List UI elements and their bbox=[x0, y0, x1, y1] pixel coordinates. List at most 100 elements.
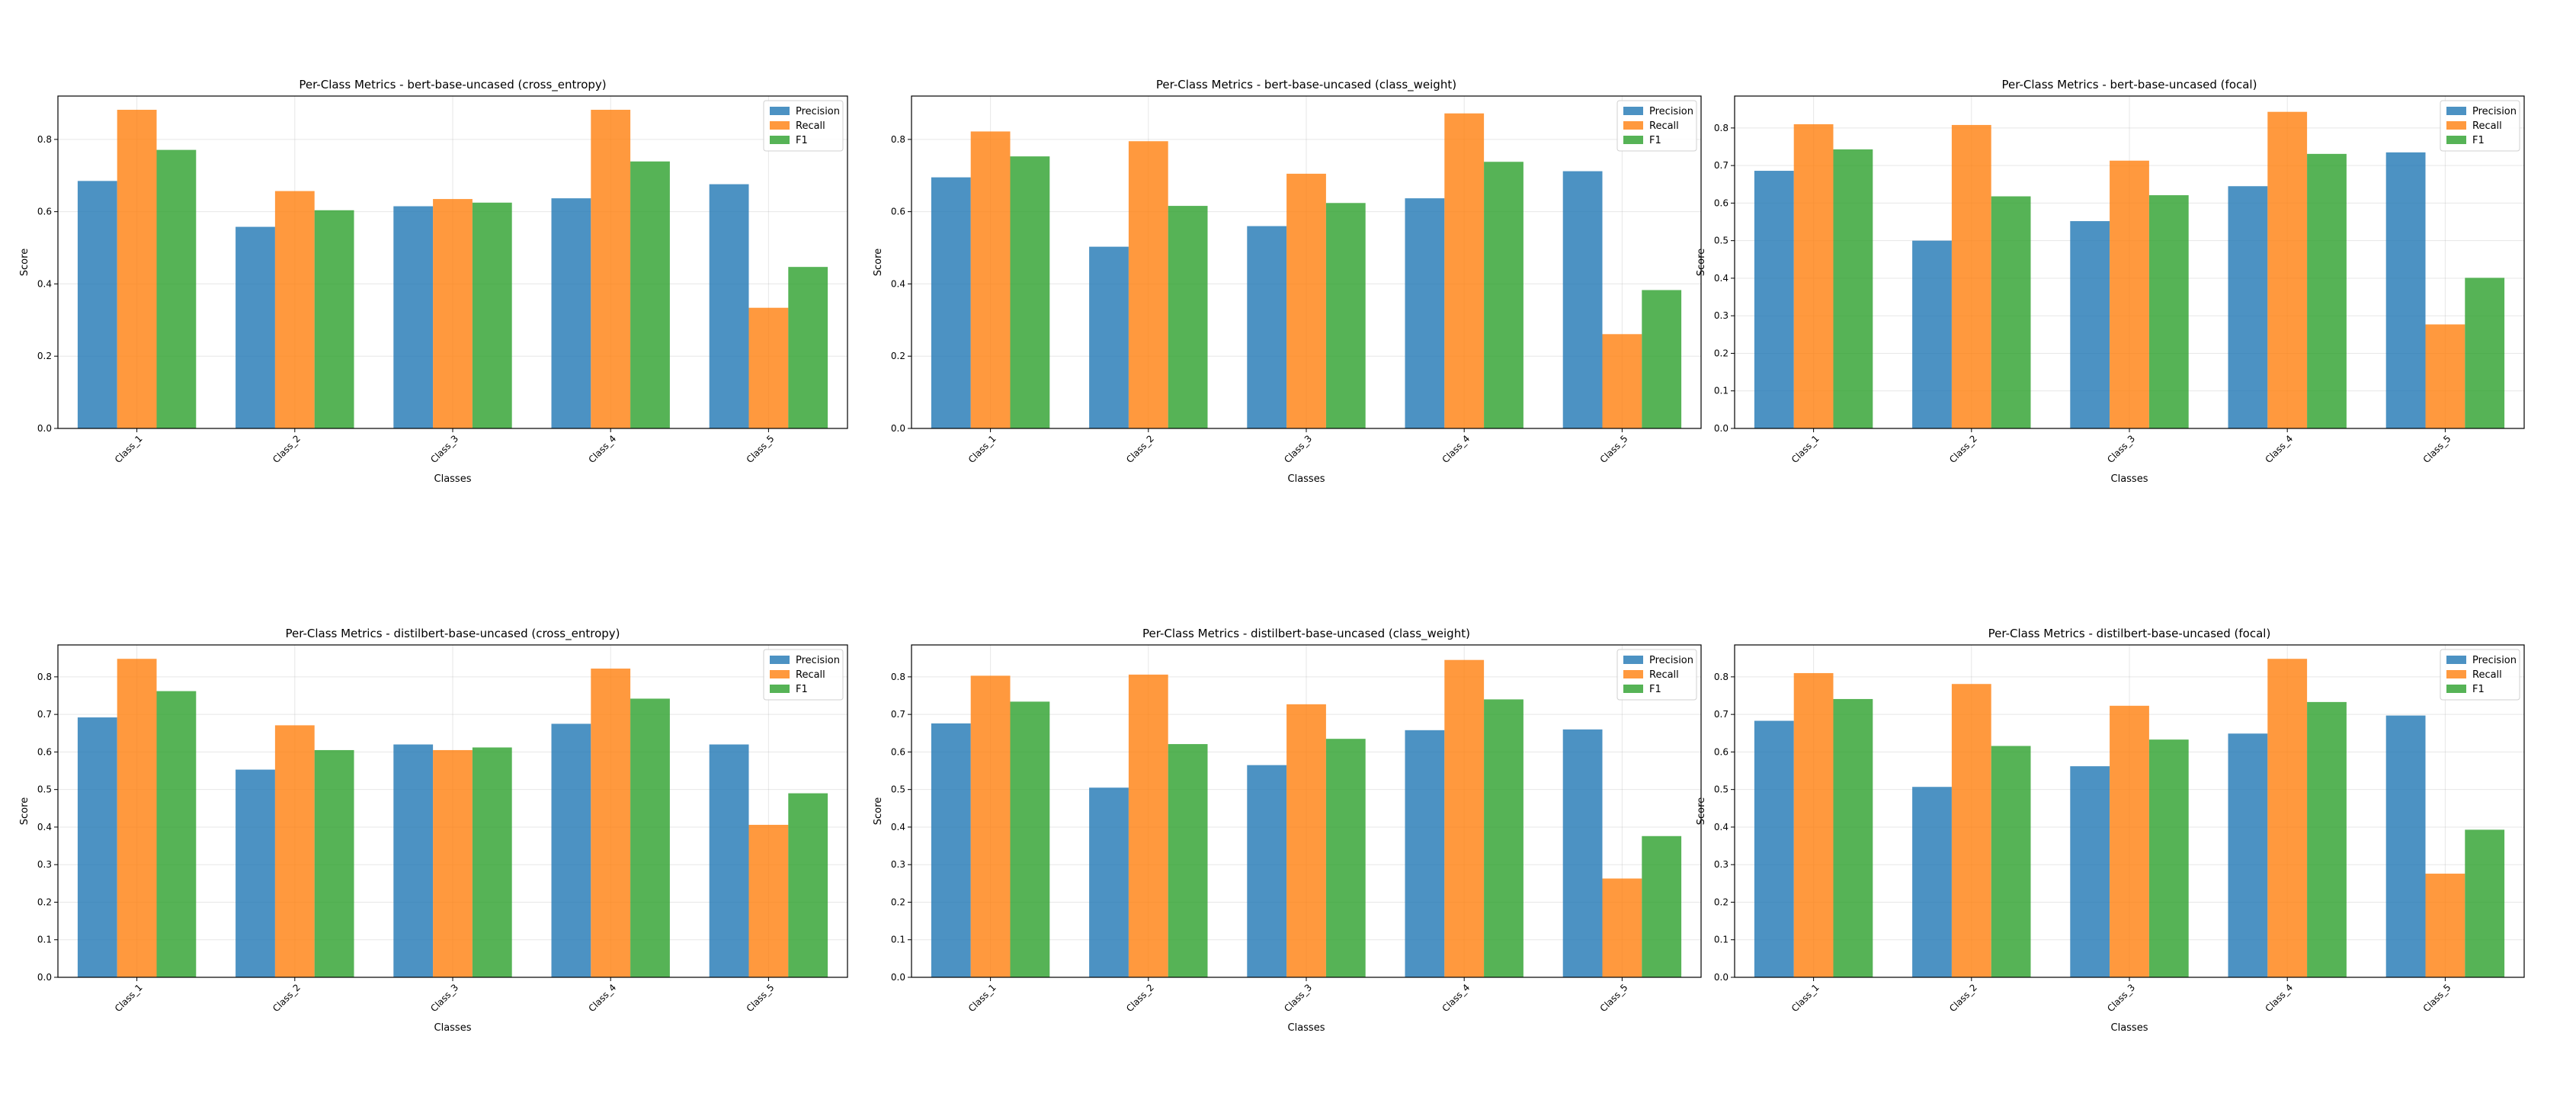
x-tick-label: Class_1 bbox=[966, 982, 998, 1014]
legend-label-f1: F1 bbox=[1649, 135, 1661, 146]
legend-label-f1: F1 bbox=[796, 684, 808, 695]
bar-recall-class-4 bbox=[591, 110, 631, 428]
bar-precision-class-1 bbox=[931, 723, 971, 977]
y-axis-label: Score bbox=[1696, 797, 1707, 825]
chart-title: Per-Class Metrics - bert-base-uncased (c… bbox=[1156, 78, 1456, 92]
bar-recall-class-4 bbox=[2267, 659, 2308, 977]
y-tick-label: 0.8 bbox=[1714, 672, 1729, 682]
x-tick-label: Class_2 bbox=[1124, 433, 1156, 465]
bar-f1-class-5 bbox=[788, 267, 828, 428]
bar-precision-class-5 bbox=[1562, 729, 1603, 977]
x-tick-label: Class_2 bbox=[271, 982, 303, 1014]
legend-label-precision: Precision bbox=[2472, 106, 2517, 117]
bar-f1-class-2 bbox=[314, 749, 354, 977]
bar-f1-class-4 bbox=[630, 698, 670, 977]
y-axis-label: Score bbox=[1696, 249, 1707, 276]
bar-recall-class-1 bbox=[1793, 123, 1834, 428]
bar-recall-class-3 bbox=[2110, 160, 2149, 428]
legend-swatch-f1 bbox=[770, 685, 790, 693]
bar-recall-class-2 bbox=[1951, 124, 1991, 429]
bar-precision-class-5 bbox=[1562, 171, 1603, 428]
y-tick-label: 0.3 bbox=[891, 859, 905, 870]
y-axis-label: Score bbox=[873, 249, 884, 276]
chart-title: Per-Class Metrics - bert-base-uncased (c… bbox=[299, 78, 606, 92]
legend-swatch-recall bbox=[1623, 670, 1643, 678]
y-tick-label: 0.6 bbox=[1714, 746, 1729, 757]
x-tick-label: Class_5 bbox=[745, 433, 777, 465]
y-tick-label: 0.2 bbox=[891, 896, 905, 907]
bar-recall-class-3 bbox=[2110, 705, 2149, 977]
bar-f1-class-4 bbox=[1484, 699, 1523, 977]
x-axis-label: Classes bbox=[1288, 1022, 1325, 1034]
bar-f1-class-5 bbox=[2465, 277, 2505, 428]
bar-recall-class-1 bbox=[117, 659, 157, 977]
legend: Precision Recall F1 bbox=[763, 649, 844, 701]
legend-swatch-precision bbox=[2446, 107, 2466, 115]
x-tick-label: Class_4 bbox=[586, 433, 618, 465]
legend-swatch-f1 bbox=[770, 136, 790, 144]
y-tick-label: 0.4 bbox=[1714, 273, 1729, 284]
x-tick-label: Class_5 bbox=[2421, 433, 2453, 465]
y-axis-label: Score bbox=[873, 797, 884, 825]
chart-title: Per-Class Metrics - bert-base-uncased (f… bbox=[2002, 78, 2257, 91]
x-tick-label: Class_3 bbox=[1282, 982, 1314, 1014]
bar-precision-class-3 bbox=[2070, 766, 2110, 977]
bar-precision-class-3 bbox=[393, 744, 434, 977]
y-tick-label: 0.8 bbox=[37, 134, 52, 145]
legend-label-recall: Recall bbox=[796, 120, 825, 132]
x-axis-label: Classes bbox=[1288, 473, 1325, 485]
y-tick-label: 0.2 bbox=[37, 351, 52, 361]
y-tick-label: 0.5 bbox=[1714, 784, 1729, 795]
bar-precision-class-4 bbox=[551, 198, 591, 428]
bar-f1-class-3 bbox=[1325, 203, 1366, 428]
chart-panel: 0.0 0.1 0.2 0.3 0.4 0.5 0.6 0.7 0.8 Class_1 Class_… bbox=[873, 627, 1702, 1034]
legend-label-precision: Precision bbox=[2472, 655, 2517, 666]
chart-panel: 0.0 0.1 0.2 0.3 0.4 0.5 0.6 0.7 0.8 Class_1 Class_… bbox=[19, 627, 848, 1034]
bar-f1-class-3 bbox=[472, 202, 512, 428]
y-tick-label: 0.2 bbox=[1714, 348, 1729, 358]
x-axis-label: Classes bbox=[434, 1022, 472, 1034]
x-tick-label: Class_3 bbox=[428, 982, 460, 1014]
chart-panel: 0.0 0.2 0.4 0.6 0.8 Class_1 Class_2 Class_3 Clas… bbox=[19, 78, 848, 485]
bar-recall-class-1 bbox=[970, 131, 1011, 428]
legend-label-f1: F1 bbox=[2472, 684, 2485, 695]
bar-recall-class-2 bbox=[1128, 141, 1168, 428]
x-tick-label: Class_2 bbox=[1947, 982, 1979, 1014]
chart-title: Per-Class Metrics - distilbert-base-unca… bbox=[286, 627, 620, 641]
bar-precision-class-2 bbox=[1912, 787, 1952, 977]
x-tick-label: Class_1 bbox=[113, 433, 145, 465]
chart-panel: 0.0 0.1 0.2 0.3 0.4 0.5 0.6 0.7 0.8 Class_1 Class_… bbox=[1696, 627, 2525, 1034]
bar-f1-class-1 bbox=[1833, 149, 1873, 428]
bar-recall-class-1 bbox=[970, 675, 1011, 977]
bar-f1-class-5 bbox=[1642, 290, 1682, 428]
bar-precision-class-4 bbox=[2228, 186, 2268, 428]
y-tick-label: 0.0 bbox=[37, 972, 52, 983]
bar-precision-class-5 bbox=[2385, 152, 2426, 428]
bar-recall-class-3 bbox=[1286, 704, 1326, 977]
x-tick-label: Class_1 bbox=[1789, 433, 1821, 465]
bar-precision-class-4 bbox=[551, 723, 591, 977]
y-tick-label: 0.3 bbox=[1714, 859, 1729, 870]
y-tick-label: 0.7 bbox=[891, 709, 905, 720]
y-tick-label: 0.1 bbox=[891, 935, 905, 945]
y-tick-label: 0.0 bbox=[1714, 423, 1729, 434]
bar-precision-class-4 bbox=[1405, 198, 1445, 428]
bar-recall-class-2 bbox=[1128, 674, 1168, 977]
bar-f1-class-2 bbox=[314, 210, 354, 428]
x-tick-label: Class_5 bbox=[745, 982, 777, 1014]
x-tick-label: Class_1 bbox=[966, 433, 998, 465]
legend-swatch-precision bbox=[2446, 656, 2466, 664]
bar-precision-class-2 bbox=[1089, 246, 1129, 428]
x-tick-label: Class_1 bbox=[1789, 982, 1821, 1014]
bar-f1-class-1 bbox=[1010, 156, 1050, 428]
y-tick-label: 0.6 bbox=[891, 746, 905, 757]
x-tick-label: Class_3 bbox=[428, 433, 460, 465]
chart-panel: 0.0 0.1 0.2 0.3 0.4 0.5 0.6 0.7 0.8 Class_1 Class_… bbox=[1696, 78, 2525, 485]
bar-f1-class-3 bbox=[2148, 195, 2189, 428]
legend-label-recall: Recall bbox=[1649, 120, 1679, 132]
bar-precision-class-4 bbox=[2228, 733, 2268, 977]
bar-precision-class-3 bbox=[1247, 765, 1287, 977]
bar-f1-class-1 bbox=[1833, 698, 1873, 977]
legend-label-f1: F1 bbox=[796, 135, 808, 146]
legend-swatch-f1 bbox=[1623, 685, 1643, 693]
